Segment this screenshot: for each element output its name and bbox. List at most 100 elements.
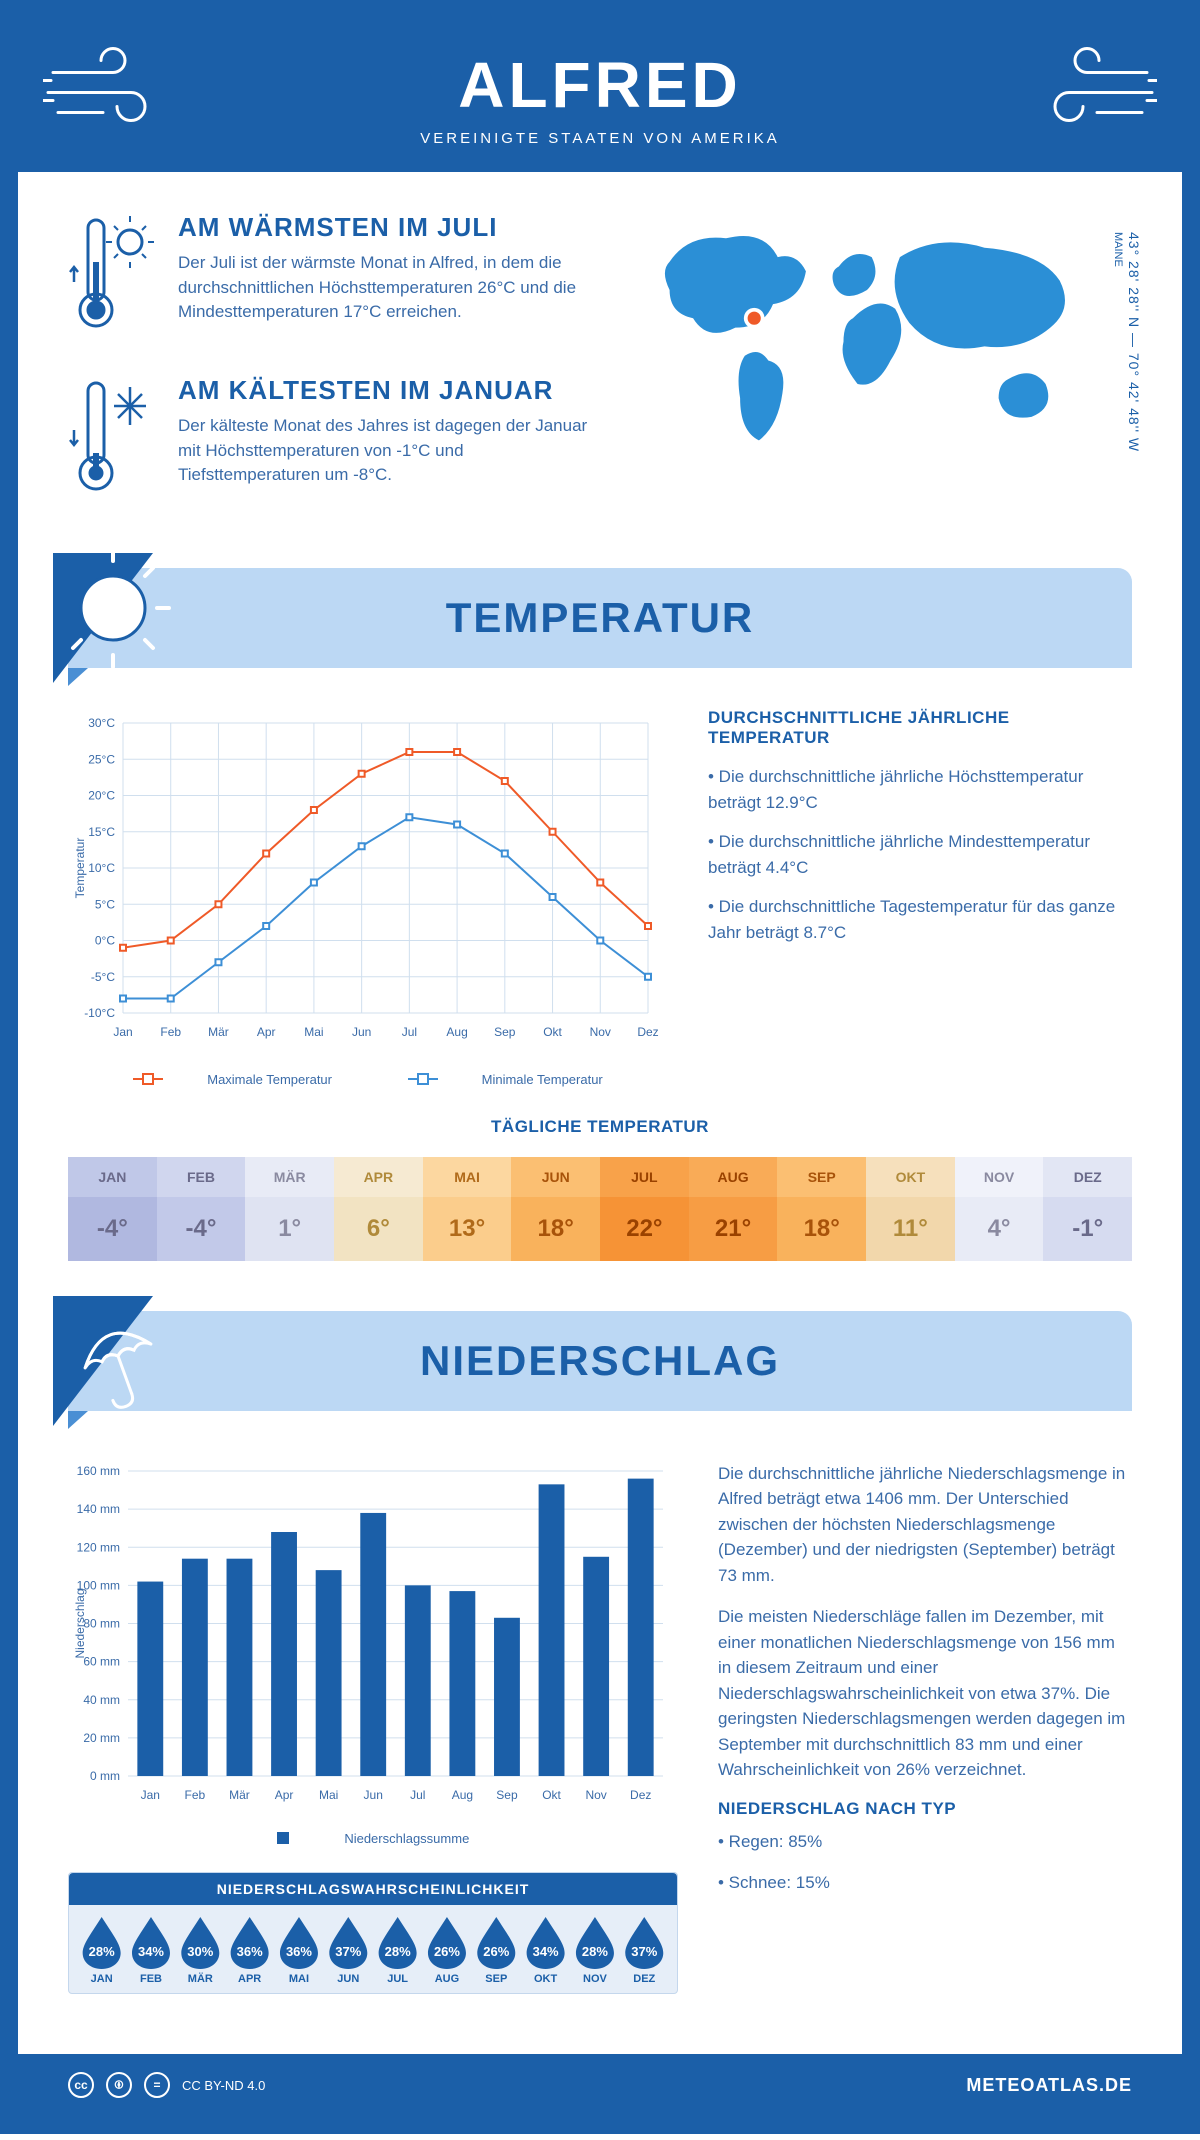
cc-icon: cc (68, 2072, 94, 2098)
wind-icon (1027, 43, 1157, 148)
precip-bar-chart: 0 mm20 mm40 mm60 mm80 mm100 mm120 mm140 … (68, 1461, 678, 1811)
svg-text:Mai: Mai (319, 1788, 338, 1802)
temperature-title: TEMPERATUR (68, 594, 1132, 642)
svg-text:Sep: Sep (494, 1025, 516, 1039)
svg-text:5°C: 5°C (95, 897, 115, 911)
svg-text:Jan: Jan (113, 1025, 132, 1039)
daily-temp-cell: AUG 21° (689, 1157, 778, 1261)
sun-icon (53, 553, 193, 683)
precip-type-bullet: • Schnee: 15% (718, 1870, 1132, 1896)
thermometer-snow-icon (68, 375, 158, 510)
svg-text:Jul: Jul (402, 1025, 417, 1039)
precip-prob-cell: 37%JUN (324, 1915, 373, 1985)
svg-text:Okt: Okt (543, 1025, 562, 1039)
temperature-chart-legend: Maximale Temperatur Minimale Temperatur (68, 1068, 668, 1087)
svg-text:Okt: Okt (542, 1788, 561, 1802)
temp-bullet: • Die durchschnittliche Tagestemperatur … (708, 894, 1132, 945)
svg-text:30°C: 30°C (88, 716, 115, 730)
daily-temp-cell: FEB -4° (157, 1157, 246, 1261)
by-icon: 🅯 (106, 2072, 132, 2098)
precip-title: NIEDERSCHLAG (68, 1337, 1132, 1385)
svg-text:120 mm: 120 mm (77, 1540, 120, 1554)
daily-temp-cell: APR 6° (334, 1157, 423, 1261)
precip-prob-cell: 37%DEZ (620, 1915, 669, 1985)
svg-text:0 mm: 0 mm (90, 1769, 120, 1783)
svg-text:Mär: Mär (229, 1788, 250, 1802)
svg-text:Feb: Feb (160, 1025, 181, 1039)
coldest-text: Der kälteste Monat des Jahres ist dagege… (178, 414, 602, 488)
thermometer-sun-icon (68, 212, 158, 347)
temperature-summary: DURCHSCHNITTLICHE JÄHRLICHE TEMPERATUR •… (708, 708, 1132, 1087)
daily-temp-cell: OKT 11° (866, 1157, 955, 1261)
svg-text:15°C: 15°C (88, 825, 115, 839)
wind-icon (43, 43, 173, 148)
svg-text:Sep: Sep (496, 1788, 518, 1802)
footer: cc 🅯 = CC BY-ND 4.0 METEOATLAS.DE (18, 2054, 1182, 2116)
temp-bullet: • Die durchschnittliche jährliche Mindes… (708, 829, 1132, 880)
daily-temp-cell: NOV 4° (955, 1157, 1044, 1261)
svg-text:Aug: Aug (446, 1025, 467, 1039)
daily-temp-cell: JAN -4° (68, 1157, 157, 1261)
precip-type-title: NIEDERSCHLAG NACH TYP (718, 1799, 1132, 1819)
svg-text:40 mm: 40 mm (83, 1692, 120, 1706)
svg-text:Nov: Nov (590, 1025, 611, 1039)
infographic-frame: ALFRED VEREINIGTE STAATEN VON AMERIKA AM… (0, 0, 1200, 2134)
precip-probability-panel: NIEDERSCHLAGSWAHRSCHEINLICHKEIT 28%JAN34… (68, 1872, 678, 1994)
precip-prob-cell: 30%MÄR (176, 1915, 225, 1985)
svg-text:20°C: 20°C (88, 789, 115, 803)
svg-text:Feb: Feb (185, 1788, 206, 1802)
daily-temperature-table: TÄGLICHE TEMPERATUR JAN -4°FEB -4°MÄR 1°… (18, 1107, 1182, 1311)
temperature-summary-title: DURCHSCHNITTLICHE JÄHRLICHE TEMPERATUR (708, 708, 1132, 748)
svg-text:Mär: Mär (208, 1025, 229, 1039)
svg-text:160 mm: 160 mm (77, 1464, 120, 1478)
svg-text:60 mm: 60 mm (83, 1654, 120, 1668)
warmest-title: AM WÄRMSTEN IM JULI (178, 212, 602, 243)
svg-text:0°C: 0°C (95, 934, 115, 948)
precip-summary: Die durchschnittliche jährliche Niedersc… (718, 1461, 1132, 1995)
header: ALFRED VEREINIGTE STAATEN VON AMERIKA (18, 18, 1182, 172)
svg-text:Niederschlag: Niederschlag (73, 1588, 87, 1658)
precip-prob-cell: 28%JAN (77, 1915, 126, 1985)
umbrella-icon (53, 1296, 193, 1426)
svg-text:Jun: Jun (352, 1025, 371, 1039)
site-name: METEOATLAS.DE (966, 2075, 1132, 2096)
temperature-section-banner: TEMPERATUR (68, 568, 1132, 668)
license-text: CC BY-ND 4.0 (182, 2078, 265, 2093)
svg-text:Apr: Apr (257, 1025, 276, 1039)
climate-facts: AM WÄRMSTEN IM JULI Der Juli ist der wär… (68, 212, 602, 538)
precip-prob-cell: 28%JUL (373, 1915, 422, 1985)
daily-temp-cell: DEZ -1° (1043, 1157, 1132, 1261)
svg-text:Apr: Apr (275, 1788, 294, 1802)
svg-text:10°C: 10°C (88, 861, 115, 875)
svg-text:Dez: Dez (637, 1025, 658, 1039)
svg-text:Temperatur: Temperatur (73, 838, 87, 899)
svg-text:Nov: Nov (585, 1788, 606, 1802)
svg-text:Mai: Mai (304, 1025, 323, 1039)
precip-probability-title: NIEDERSCHLAGSWAHRSCHEINLICHKEIT (69, 1873, 677, 1905)
precip-para: Die durchschnittliche jährliche Niedersc… (718, 1461, 1132, 1589)
daily-temp-cell: MÄR 1° (245, 1157, 334, 1261)
precip-prob-cell: 34%FEB (126, 1915, 175, 1985)
location-title: ALFRED (38, 48, 1162, 122)
svg-text:20 mm: 20 mm (83, 1730, 120, 1744)
precip-chart-legend: Niederschlagssumme (68, 1831, 678, 1848)
daily-temperature-title: TÄGLICHE TEMPERATUR (68, 1117, 1132, 1137)
svg-text:Dez: Dez (630, 1788, 651, 1802)
daily-temp-cell: JUL 22° (600, 1157, 689, 1261)
daily-temp-cell: JUN 18° (511, 1157, 600, 1261)
svg-text:140 mm: 140 mm (77, 1502, 120, 1516)
precip-para: Die meisten Niederschläge fallen im Deze… (718, 1604, 1132, 1783)
svg-text:-10°C: -10°C (84, 1006, 115, 1020)
temperature-line-chart: -10°C-5°C0°C5°C10°C15°C20°C25°C30°CJanFe… (68, 708, 668, 1087)
world-map: MAINE 43° 28' 28'' N — 70° 42' 48'' W (632, 212, 1132, 538)
svg-text:Jul: Jul (410, 1788, 425, 1802)
svg-text:Jun: Jun (364, 1788, 383, 1802)
precip-prob-cell: 26%AUG (422, 1915, 471, 1985)
warmest-text: Der Juli ist der wärmste Monat in Alfred… (178, 251, 602, 325)
precip-prob-cell: 34%OKT (521, 1915, 570, 1985)
precip-section-banner: NIEDERSCHLAG (68, 1311, 1132, 1411)
svg-text:Aug: Aug (452, 1788, 473, 1802)
daily-temp-cell: MAI 13° (423, 1157, 512, 1261)
region-label: MAINE (1112, 232, 1124, 267)
svg-text:Jan: Jan (141, 1788, 160, 1802)
